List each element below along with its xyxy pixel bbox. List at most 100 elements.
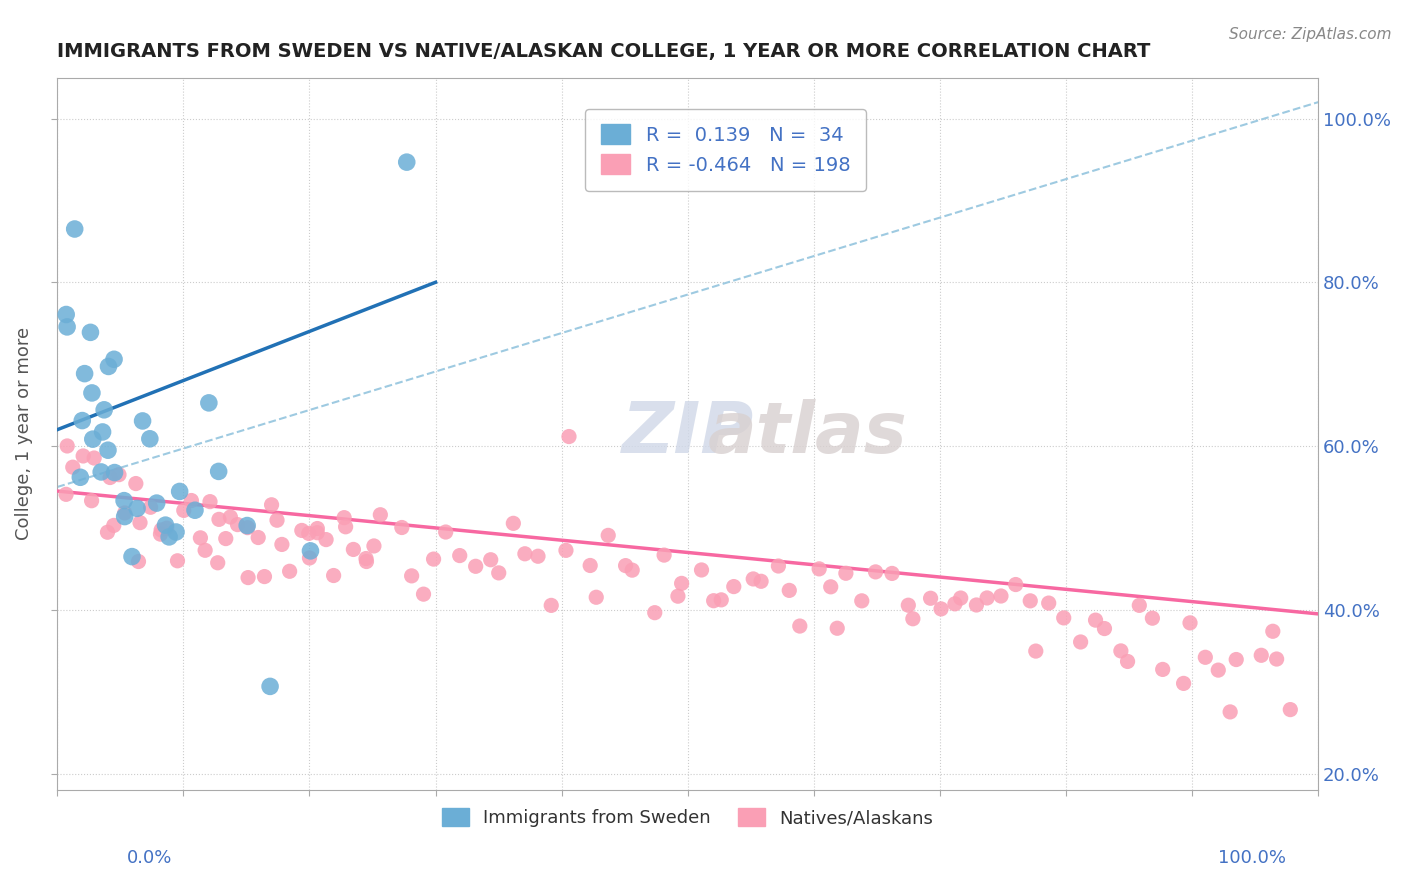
Point xyxy=(291,524,314,538)
Point xyxy=(139,432,162,446)
Point xyxy=(943,597,966,611)
Point xyxy=(851,594,873,608)
Point xyxy=(335,520,357,534)
Point xyxy=(778,583,800,598)
Point xyxy=(169,484,191,499)
Point xyxy=(69,470,91,484)
Point xyxy=(247,531,270,545)
Point xyxy=(253,569,276,583)
Legend: Immigrants from Sweden, Natives/Alaskans: Immigrants from Sweden, Natives/Alaskans xyxy=(434,800,941,834)
Point xyxy=(356,555,378,569)
Point xyxy=(131,414,153,428)
Point xyxy=(1225,652,1247,666)
Point xyxy=(749,574,772,589)
Point xyxy=(1152,662,1174,676)
Point xyxy=(666,589,689,603)
Point xyxy=(835,566,858,581)
Point xyxy=(298,526,321,541)
Point xyxy=(180,493,202,508)
Point xyxy=(299,544,322,558)
Point xyxy=(198,494,221,508)
Point xyxy=(1116,655,1139,669)
Point xyxy=(298,551,321,566)
Point xyxy=(1094,622,1116,636)
Point xyxy=(825,621,848,635)
Point xyxy=(579,558,602,573)
Point xyxy=(1070,635,1092,649)
Point xyxy=(55,308,77,322)
Point xyxy=(165,524,187,539)
Point xyxy=(690,563,713,577)
Point xyxy=(322,568,344,582)
Point xyxy=(121,549,143,564)
Point xyxy=(266,513,288,527)
Point xyxy=(98,470,121,484)
Point xyxy=(333,510,356,524)
Point xyxy=(194,543,217,558)
Point xyxy=(929,602,952,616)
Point xyxy=(621,563,644,577)
Point xyxy=(93,402,115,417)
Point xyxy=(96,525,118,540)
Point xyxy=(1128,599,1150,613)
Point xyxy=(488,566,510,580)
Point xyxy=(1004,577,1026,591)
Point xyxy=(391,520,413,534)
Point xyxy=(208,512,231,526)
Point xyxy=(1084,613,1107,627)
Point xyxy=(127,501,149,516)
Text: atlas: atlas xyxy=(707,400,907,468)
Point xyxy=(401,569,423,583)
Point xyxy=(226,517,249,532)
Point xyxy=(62,460,84,475)
Text: IMMIGRANTS FROM SWEDEN VS NATIVE/ALASKAN COLLEGE, 1 YEAR OR MORE CORRELATION CHA: IMMIGRANTS FROM SWEDEN VS NATIVE/ALASKAN… xyxy=(58,42,1150,61)
Point xyxy=(1038,596,1060,610)
Point xyxy=(190,531,212,545)
Point xyxy=(965,598,987,612)
Point xyxy=(260,498,283,512)
Point xyxy=(897,598,920,612)
Point xyxy=(990,589,1012,603)
Point xyxy=(149,527,172,541)
Point xyxy=(91,425,114,439)
Point xyxy=(558,429,581,443)
Point xyxy=(976,591,998,605)
Point xyxy=(72,414,94,428)
Point xyxy=(614,558,637,573)
Point xyxy=(236,521,259,535)
Point xyxy=(83,450,105,465)
Point xyxy=(90,465,112,479)
Point xyxy=(820,580,842,594)
Point xyxy=(1261,624,1284,639)
Point xyxy=(768,559,790,574)
Text: 0.0%: 0.0% xyxy=(127,849,172,867)
Point xyxy=(155,518,177,533)
Point xyxy=(97,443,120,458)
Point xyxy=(198,396,221,410)
Point xyxy=(79,326,101,340)
Point xyxy=(184,503,207,517)
Point xyxy=(208,464,231,478)
Point xyxy=(710,592,733,607)
Point xyxy=(644,606,666,620)
Point xyxy=(114,506,136,520)
Point xyxy=(513,547,536,561)
Point xyxy=(742,572,765,586)
Point xyxy=(103,518,125,533)
Point xyxy=(1279,703,1302,717)
Point xyxy=(527,549,550,564)
Point xyxy=(1206,663,1229,677)
Point xyxy=(434,524,457,539)
Text: Source: ZipAtlas.com: Source: ZipAtlas.com xyxy=(1229,27,1392,42)
Point xyxy=(464,559,486,574)
Point xyxy=(502,516,524,531)
Point xyxy=(236,571,259,585)
Point xyxy=(103,352,125,367)
Point xyxy=(73,367,96,381)
Point xyxy=(80,493,103,508)
Point xyxy=(259,679,281,693)
Point xyxy=(354,551,377,566)
Point xyxy=(1265,652,1288,666)
Point xyxy=(723,580,745,594)
Point xyxy=(1053,611,1076,625)
